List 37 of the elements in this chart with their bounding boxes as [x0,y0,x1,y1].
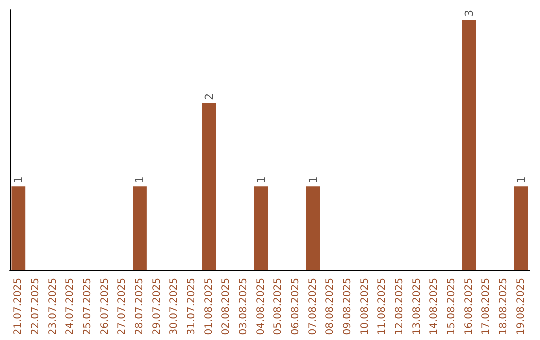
x-tick-label: 25.07.2025 [82,278,94,336]
data-label: 2 [202,93,216,100]
x-tick-label: 15.08.2025 [446,278,458,336]
data-label: 1 [12,176,26,184]
x-tick-label: 11.08.2025 [377,278,388,336]
x-tick-label: 26.07.2025 [100,278,111,336]
x-tick-label: 31.07.2025 [186,278,198,336]
x-tick-label: 01.08.2025 [204,278,215,336]
x-tick-label: 04.08.2025 [256,278,267,336]
x-tick-label: 19.08.2025 [516,278,527,336]
data-label: 1 [134,176,146,184]
x-tick-label: 17.08.2025 [481,278,492,336]
x-tick-label: 30.07.2025 [169,278,180,336]
x-tick-label: 24.07.2025 [65,278,76,336]
x-tick-label: 05.08.2025 [273,278,284,336]
x-tick-label: 08.08.2025 [325,278,336,336]
data-label: 1 [514,176,528,184]
x-tick-label: 21.07.2025 [13,278,24,336]
x-tick-label: 22.07.2025 [30,278,42,336]
x-tick-label: 09.08.2025 [342,278,354,336]
x-tick-label: 03.08.2025 [238,278,250,336]
x-tick-label: 06.08.2025 [290,278,302,336]
x-tick-label: 28.07.2025 [134,278,146,336]
x-tick-label: 12.08.2025 [394,278,406,336]
x-tick-label: 18.08.2025 [498,278,510,336]
x-tick-label: 16.08.2025 [464,278,475,336]
x-tick-label: 10.08.2025 [360,278,371,336]
x-tick-label: 27.07.2025 [117,278,128,336]
x-tick-label: 02.08.2025 [221,278,232,336]
x-tick-label: 23.07.2025 [48,278,59,336]
data-label: 3 [462,10,476,17]
x-tick-label: 29.07.2025 [152,278,163,336]
data-label: 1 [306,176,320,184]
x-tick-label: 14.08.2025 [429,278,440,336]
data-label: 1 [254,176,268,184]
x-tick-label: 07.08.2025 [308,278,319,336]
x-tick-label: 13.08.2025 [412,278,423,336]
